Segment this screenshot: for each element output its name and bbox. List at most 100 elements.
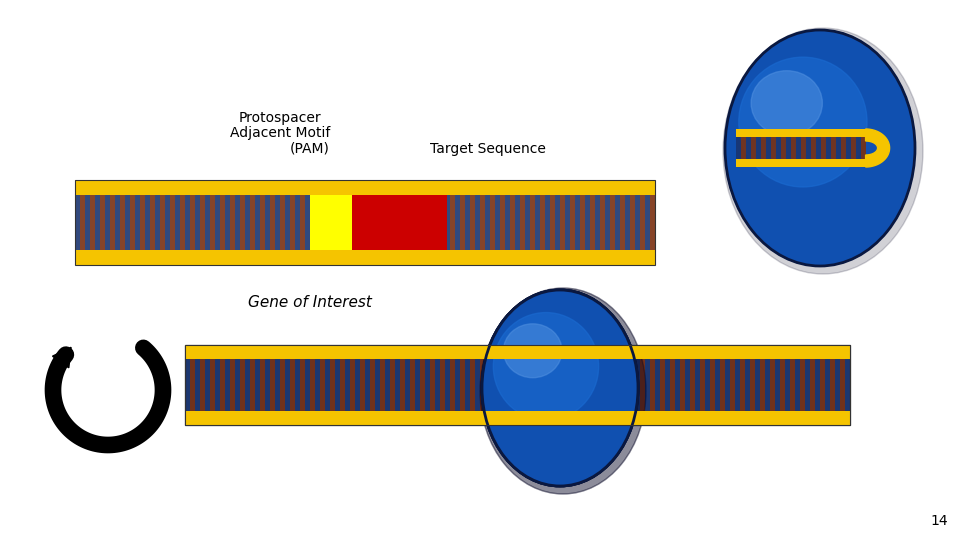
Bar (590, 360, 595, 410)
Text: (PAM): (PAM) (290, 142, 330, 156)
Bar (365, 360, 370, 410)
Bar (280, 195, 285, 249)
Bar (500, 195, 505, 249)
Bar (525, 360, 530, 410)
Bar (420, 195, 425, 249)
Bar (580, 360, 625, 410)
Bar (150, 195, 155, 249)
Bar (590, 195, 595, 249)
Bar (645, 360, 650, 410)
Bar (255, 195, 260, 249)
Bar (786, 137, 791, 159)
Ellipse shape (493, 313, 599, 420)
Bar (120, 195, 125, 249)
Bar (523, 360, 530, 410)
Bar (245, 360, 250, 410)
Bar (290, 195, 295, 249)
Bar (400, 195, 405, 249)
Bar (185, 195, 190, 249)
Bar (315, 195, 320, 249)
Bar (585, 360, 590, 410)
Bar (752, 137, 756, 159)
Bar (315, 360, 320, 410)
Bar (235, 195, 240, 249)
Bar (385, 360, 390, 410)
Bar (685, 360, 690, 410)
Bar (330, 195, 335, 249)
Bar (545, 360, 550, 410)
Polygon shape (53, 347, 71, 368)
Bar (705, 360, 710, 410)
Ellipse shape (503, 324, 562, 377)
Bar (550, 360, 555, 410)
Bar (570, 360, 575, 410)
Bar (185, 345, 850, 425)
Bar (395, 195, 400, 249)
Bar (580, 360, 585, 410)
Ellipse shape (723, 28, 923, 274)
Bar (730, 360, 735, 410)
Bar (185, 410, 850, 425)
Bar (225, 360, 230, 410)
Bar (350, 195, 355, 249)
Bar (75, 249, 655, 265)
Bar (255, 360, 260, 410)
Bar (680, 360, 685, 410)
Bar (580, 195, 585, 249)
Bar (765, 360, 770, 410)
Bar (185, 345, 850, 425)
Bar (625, 195, 630, 249)
Bar (505, 195, 510, 249)
Bar (375, 195, 380, 249)
Bar (525, 195, 530, 249)
Ellipse shape (480, 288, 646, 494)
Bar (280, 360, 285, 410)
Bar (285, 195, 290, 249)
Bar (430, 195, 435, 249)
Bar (695, 360, 700, 410)
Ellipse shape (725, 30, 915, 266)
Bar (766, 137, 772, 159)
Bar (205, 360, 210, 410)
Bar (390, 360, 395, 410)
Bar (345, 195, 350, 249)
Bar (811, 137, 816, 159)
Bar (487, 345, 630, 360)
Bar (620, 360, 625, 410)
Bar (360, 195, 365, 249)
Bar (335, 360, 340, 410)
Bar (175, 195, 180, 249)
Bar (535, 195, 540, 249)
Bar (75, 195, 80, 249)
Bar (595, 195, 600, 249)
Bar (170, 195, 175, 249)
Bar (195, 195, 200, 249)
Bar (785, 360, 790, 410)
Bar (200, 195, 205, 249)
Bar (185, 345, 850, 360)
Bar (515, 195, 520, 249)
Bar (562, 360, 567, 410)
Bar (540, 195, 545, 249)
Bar (230, 360, 235, 410)
Bar (75, 180, 655, 265)
Bar (791, 137, 797, 159)
Bar (295, 360, 300, 410)
Bar (335, 195, 340, 249)
Bar (517, 360, 523, 410)
Bar (180, 195, 185, 249)
Bar (100, 195, 105, 249)
Bar (745, 360, 750, 410)
Bar (220, 195, 225, 249)
Bar (520, 195, 525, 249)
Bar (700, 360, 705, 410)
Bar (230, 195, 235, 249)
Bar (425, 360, 430, 410)
Bar (470, 360, 475, 410)
Bar (215, 360, 220, 410)
Ellipse shape (493, 313, 599, 420)
Bar (720, 360, 725, 410)
Bar (575, 195, 580, 249)
Bar (435, 360, 440, 410)
Bar (75, 195, 655, 249)
